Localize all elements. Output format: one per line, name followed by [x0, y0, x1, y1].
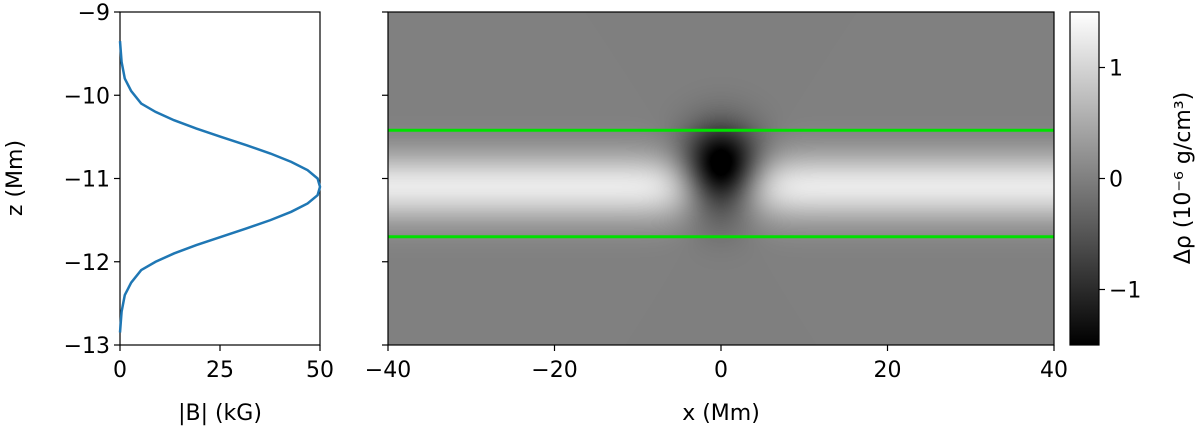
right-x-tick-label: 40 [1040, 358, 1068, 383]
colorbar-ticks: −1 0 1 [1099, 57, 1141, 304]
colorbar-tick-label: 0 [1109, 168, 1123, 193]
heatmap-image-container [388, 12, 1054, 345]
right-x-tick-label: −40 [365, 358, 411, 383]
density-heatmap-panel: −40 −20 0 20 40 x (Mm) [365, 11, 1068, 426]
colorbar-label: Δρ (10⁻⁶ g/cm³) [1171, 92, 1196, 264]
left-x-tick-label: 25 [206, 358, 234, 383]
colorbar: −1 0 1 Δρ (10⁻⁶ g/cm³) [1069, 11, 1196, 346]
right-x-tick-label: 20 [874, 358, 902, 383]
heatmap-image [388, 12, 1054, 345]
b-profile-curve [118, 41, 322, 333]
colorbar-tick-label: −1 [1109, 279, 1141, 304]
left-x-ticks: 0 25 50 [113, 345, 334, 383]
right-x-tick-label: −20 [531, 358, 577, 383]
right-x-tick-label: 0 [714, 358, 728, 383]
right-x-ticks: −40 −20 0 20 40 [365, 345, 1068, 383]
right-x-axis-label: x (Mm) [682, 401, 760, 426]
left-x-tick-label: 0 [113, 358, 127, 383]
colorbar-gradient [1069, 11, 1100, 346]
left-y-tick-label: −13 [64, 334, 110, 359]
right-y-ticks [382, 11, 388, 346]
left-x-tick-label: 50 [306, 358, 334, 383]
left-y-tick-label: −10 [64, 84, 110, 109]
left-y-tick-label: −11 [64, 168, 110, 193]
left-y-ticks: −13 −12 −11 −10 −9 [64, 1, 120, 359]
colorbar-tick-label: 1 [1109, 57, 1123, 82]
boundary-lines [388, 128, 1054, 239]
left-y-tick-label: −12 [64, 251, 110, 276]
b-profile-panel: −13 −12 −11 −10 −9 0 25 50 |B| (kG) z (Mm) [3, 1, 334, 426]
left-axes-frame [119, 11, 321, 346]
left-x-axis-label: |B| (kG) [178, 401, 262, 426]
left-y-tick-label: −9 [78, 1, 110, 26]
left-y-axis-label: z (Mm) [3, 140, 28, 216]
